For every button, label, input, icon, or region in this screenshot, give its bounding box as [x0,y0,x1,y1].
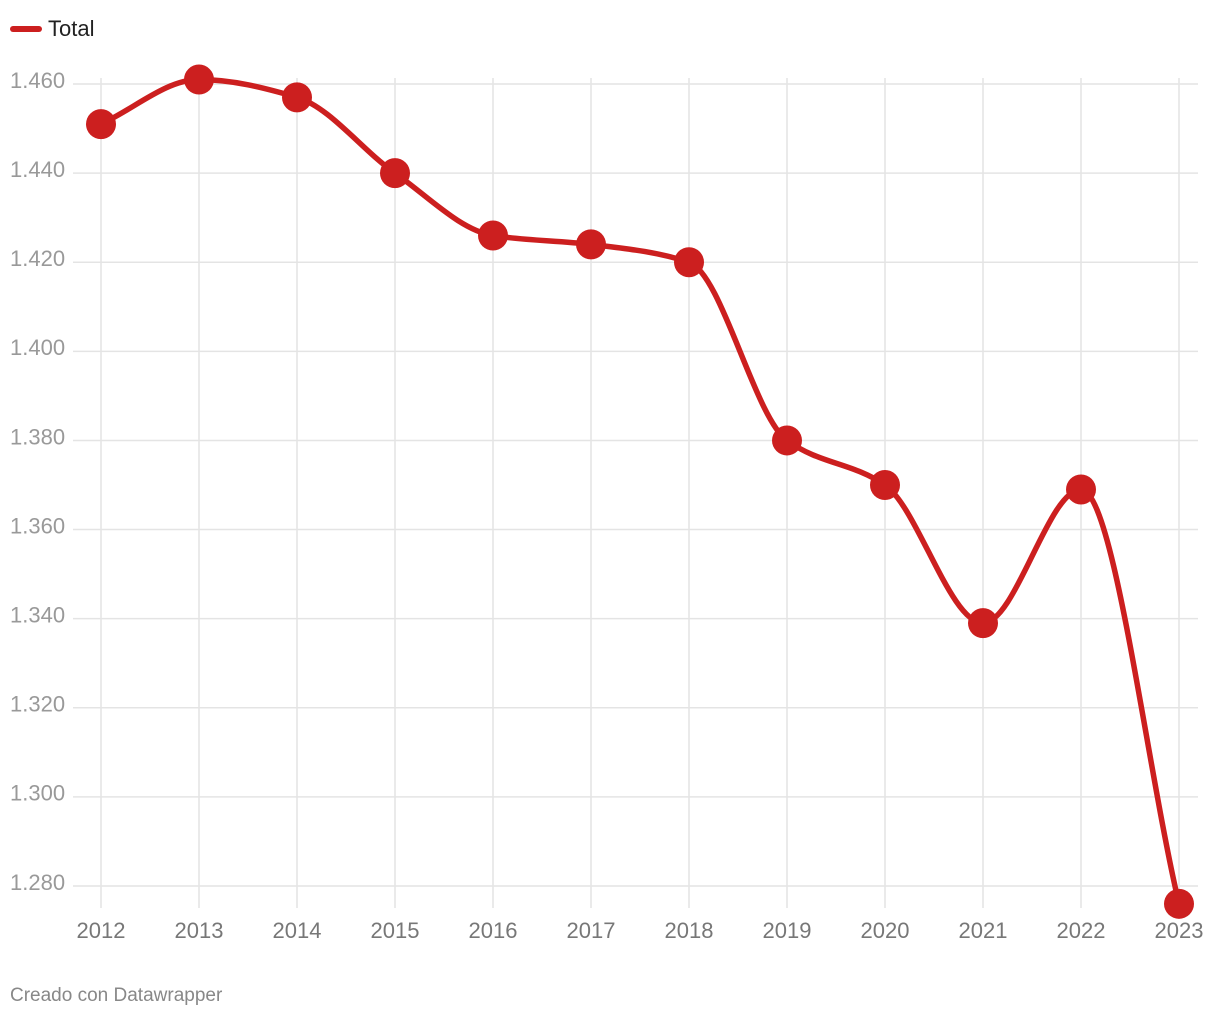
x-axis-ticks: 2012 2013 2014 2015 2016 2017 2018 2019 2020 2021… [77,918,1204,943]
data-point-2015 [380,158,410,189]
legend-label: Total [48,16,95,41]
data-point-2022 [1066,474,1096,505]
data-point-2018 [674,247,704,278]
footer-credit: Creado con Datawrapper [10,985,223,1006]
y-tick-label: 1.380 [10,424,65,449]
x-tick-label: 2021 [959,918,1008,943]
data-point-2020 [870,470,900,500]
data-point-2012 [86,109,116,140]
x-tick-label: 2017 [567,918,616,943]
data-point-2013 [184,64,214,95]
y-tick-label: 1.320 [10,692,65,717]
y-tick-label: 1.440 [10,157,65,182]
y-axis-ticks: 1.280 1.300 1.320 1.340 1.360 1.380 1.400 1.420… [10,68,65,895]
y-tick-label: 1.400 [10,335,65,360]
x-tick-label: 2023 [1155,918,1204,943]
data-point-2021 [968,608,998,639]
data-point-2019 [772,425,802,456]
x-tick-label: 2022 [1057,918,1106,943]
x-tick-label: 2012 [77,918,126,943]
data-point-2014 [282,82,312,113]
x-tick-label: 2015 [371,918,420,943]
grid [73,78,1198,908]
data-points [86,64,1194,919]
x-tick-label: 2014 [273,918,322,943]
x-tick-label: 2018 [665,918,714,943]
y-tick-label: 1.360 [10,513,65,538]
legend: Total [10,16,94,42]
data-point-2017 [576,229,606,260]
legend-swatch [10,26,42,32]
x-tick-label: 2019 [763,918,812,943]
x-tick-label: 2013 [175,918,224,943]
y-tick-label: 1.280 [10,870,65,895]
y-tick-label: 1.420 [10,246,65,271]
x-tick-label: 2016 [469,918,518,943]
data-point-2023 [1164,888,1194,919]
y-tick-label: 1.340 [10,602,65,627]
y-tick-label: 1.460 [10,68,65,93]
data-point-2016 [478,220,508,251]
series-line-total [98,76,1182,907]
y-tick-label: 1.300 [10,781,65,806]
x-tick-label: 2020 [861,918,910,943]
